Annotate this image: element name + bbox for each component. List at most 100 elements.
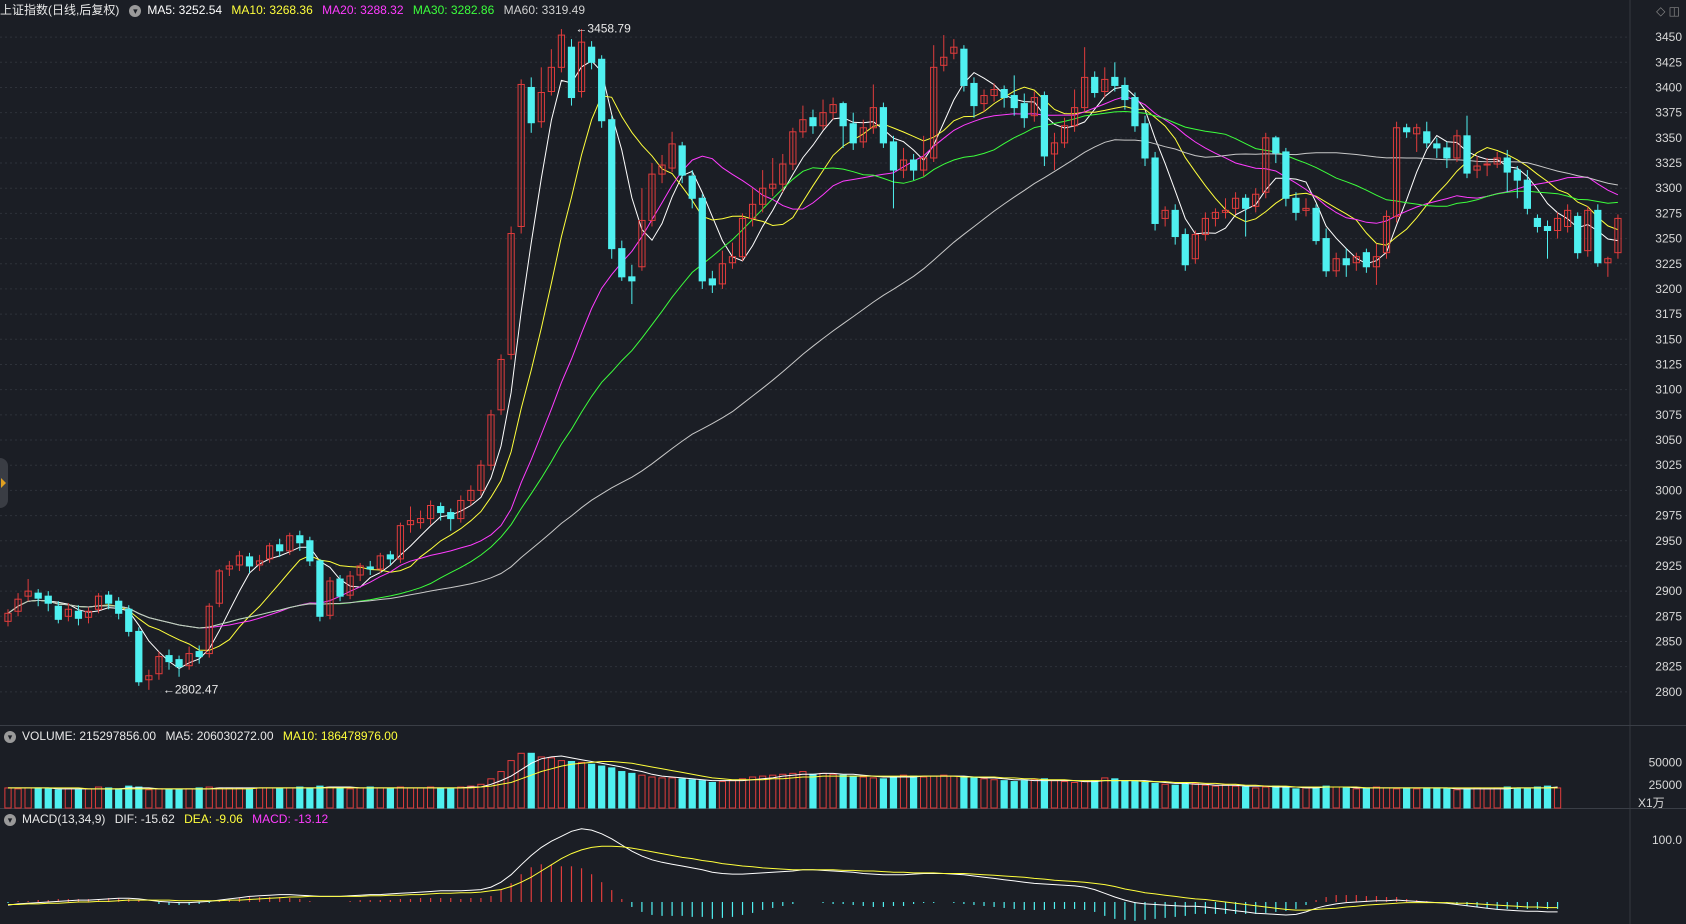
y-tick-label: 2900	[1655, 584, 1682, 598]
volume-bar	[44, 788, 52, 809]
candle-body	[1594, 209, 1602, 264]
volume-bar	[74, 789, 83, 809]
volume-bar	[1332, 786, 1340, 809]
y-tick-label: 3400	[1655, 80, 1682, 94]
candle-body	[849, 123, 857, 144]
candle-body	[1574, 215, 1582, 254]
volume-bar	[165, 789, 173, 809]
ma20-label: MA20: 3288.32	[322, 3, 404, 17]
candle-body	[819, 112, 827, 127]
volume-bar	[487, 778, 495, 809]
candle-body	[235, 555, 244, 566]
volume-bar	[386, 788, 394, 809]
y-tick-label: 3275	[1655, 206, 1682, 220]
volume-bar	[155, 788, 163, 809]
candle-body	[406, 520, 415, 526]
volume-bar	[1211, 785, 1220, 809]
volume-bar	[1081, 781, 1089, 809]
candle-body	[1463, 135, 1471, 174]
y-tick-label: 2925	[1655, 559, 1682, 573]
y-tick-label: 3025	[1655, 458, 1682, 472]
candle-body	[1292, 197, 1300, 213]
volume-bar	[14, 788, 22, 809]
volume-bar	[759, 775, 767, 809]
volume-bar	[1403, 787, 1411, 809]
volume-bar	[1553, 787, 1562, 809]
diamond-icon[interactable]: ◇	[1656, 4, 1666, 18]
chevron-down-icon[interactable]: ▾	[4, 813, 16, 826]
volume-bar	[1020, 780, 1028, 809]
volume-bar	[125, 785, 133, 809]
y-tick-label: 2975	[1655, 509, 1682, 523]
volume-bar	[738, 778, 747, 809]
candle-body	[708, 278, 716, 286]
candle-body	[638, 219, 646, 268]
ma10-line	[7, 86, 1619, 651]
volume-bar	[336, 787, 344, 809]
volume-bar	[1050, 780, 1059, 809]
candle-body	[1342, 258, 1350, 266]
candle-body	[789, 131, 797, 165]
volume-bar	[598, 765, 606, 809]
volume-bar	[1543, 785, 1552, 809]
volume-bar	[135, 786, 143, 809]
candle-body	[678, 145, 686, 176]
candle-body	[1252, 193, 1260, 207]
volume-bar	[859, 776, 867, 809]
panel-icon[interactable]: ◫	[1668, 4, 1680, 18]
volume-bar	[769, 774, 777, 809]
candle-body	[316, 560, 324, 617]
candle-body	[527, 86, 535, 124]
volume-bar	[416, 787, 425, 809]
volume-bar	[195, 787, 203, 809]
volume-bar	[668, 777, 676, 809]
y-tick-label: 3300	[1655, 181, 1682, 195]
y-tick-label: 3425	[1655, 55, 1682, 69]
candle-body	[306, 540, 314, 562]
candle-body	[1111, 76, 1119, 86]
volume-bar	[718, 781, 727, 809]
macd-legend: ▾ MACD(13,34,9) DIF: -15.62 DEA: -9.06 MA…	[0, 809, 334, 829]
candle-body	[990, 88, 998, 97]
candle-body	[185, 653, 193, 667]
candle-body	[135, 630, 143, 683]
candle-body	[1302, 207, 1310, 211]
side-panel-toggle[interactable]	[0, 458, 8, 508]
volume-bar	[1483, 788, 1491, 809]
volume-bar	[145, 789, 153, 809]
candle-body	[105, 594, 113, 604]
y-tick-label: 3200	[1655, 282, 1682, 296]
candle-body	[1211, 211, 1220, 219]
volume-bar	[587, 763, 596, 809]
candle-body	[809, 117, 817, 127]
candle-body	[940, 56, 948, 66]
candle-body	[1121, 84, 1129, 101]
volume-bar	[819, 772, 827, 809]
volume-bar	[748, 776, 757, 809]
candle-body	[879, 107, 888, 144]
candle-body	[950, 46, 958, 54]
candle-body	[346, 575, 354, 596]
chevron-down-icon[interactable]: ▾	[129, 4, 142, 17]
volume-bar	[990, 779, 998, 809]
volume-bar	[1282, 787, 1290, 809]
candle-body	[1040, 95, 1049, 157]
volume-bar	[1382, 787, 1391, 809]
candle-body	[326, 580, 334, 616]
volume-bar	[909, 775, 918, 809]
volume-bar	[1322, 785, 1330, 809]
volume-bar	[4, 787, 12, 809]
volume-bar	[1121, 780, 1129, 809]
candle-body	[618, 248, 626, 278]
volume-bar	[1473, 787, 1481, 809]
volume-bar	[366, 786, 374, 809]
volume-bar	[467, 785, 475, 809]
candle-body	[930, 66, 938, 159]
top-right-icons: ◇ ◫	[1656, 4, 1680, 18]
volume-bar	[608, 767, 616, 809]
chevron-down-icon[interactable]: ▾	[4, 730, 16, 743]
volume-bar	[276, 788, 284, 809]
candle-body	[759, 187, 767, 205]
candle-body	[1543, 225, 1552, 232]
